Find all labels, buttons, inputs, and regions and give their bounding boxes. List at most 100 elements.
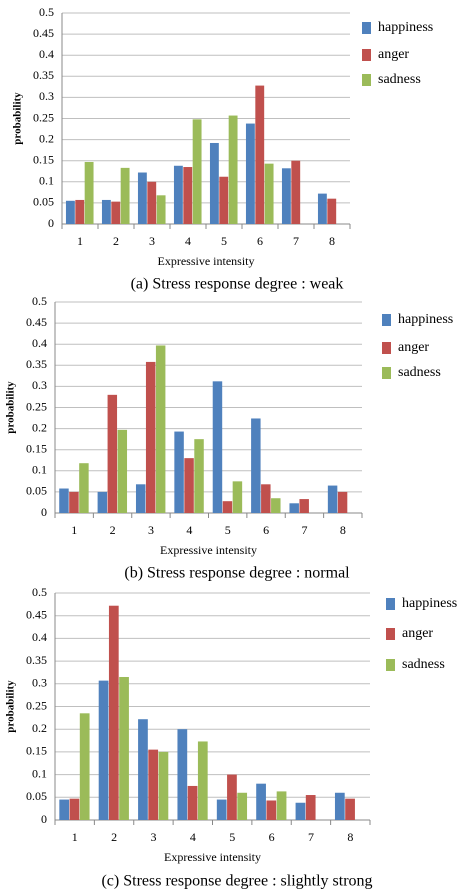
bar [327,485,338,513]
bar [299,499,309,513]
bar [264,163,274,224]
bar [219,176,229,224]
x-axis-label: Expressive intensity [164,850,261,864]
y-tick-label: 0.45 [33,26,54,40]
bar [337,491,348,513]
bar [75,199,85,224]
x-tick-label: 4 [186,523,192,537]
bar [251,418,261,513]
y-tick-label: 0.4 [32,336,47,350]
bar [117,429,128,513]
x-tick-label: 4 [190,830,196,844]
y-tick-label: 0.1 [32,463,47,477]
bar [108,605,119,820]
y-tick-label: 0.25 [26,399,47,413]
bar [65,200,75,224]
y-tick-label: 0.4 [39,47,54,61]
y-tick-label: 0.5 [32,585,47,599]
y-tick-label: 0.45 [26,607,47,621]
y-tick-label: 0 [41,505,47,519]
x-tick-label: 3 [149,234,155,248]
bar [291,160,301,224]
x-tick-label: 7 [301,523,307,537]
legend-swatch [386,628,395,640]
y-tick-label: 0.2 [32,721,47,735]
bar [184,458,194,513]
x-axis-label: Expressive intensity [160,543,257,557]
bar [120,167,130,224]
x-tick-label: 1 [72,830,78,844]
bar [79,463,89,513]
x-tick-label: 8 [347,830,353,844]
legend-label: sadness [402,657,445,672]
y-tick-label: 0.5 [32,294,47,308]
legend-label: anger [402,626,433,641]
caption: (b) Stress response degree : normal [124,565,350,582]
x-tick-label: 8 [329,234,335,248]
x-axis-label: Expressive intensity [158,254,255,268]
bar [192,119,202,224]
caption: (a) Stress response degree : weak [131,276,344,293]
bar [295,802,306,820]
bar [271,498,281,513]
bar [158,751,169,820]
legend-swatch [362,74,371,86]
bar [59,799,70,820]
bar [59,488,69,513]
bar [135,484,146,513]
legend-swatch [382,314,391,326]
bar [101,199,111,224]
legend-label: anger [378,47,409,62]
bar [237,792,248,820]
x-tick-label: 2 [110,523,116,537]
bar [212,381,223,513]
x-tick-label: 5 [221,234,227,248]
bar [327,198,337,224]
y-tick-label: 0.35 [26,653,47,667]
y-tick-label: 0 [41,812,47,826]
y-axis-label: probability [5,680,17,733]
bar [145,361,156,513]
bar [183,167,193,224]
y-axis-label: probability [5,381,17,434]
bar [97,491,108,513]
x-tick-label: 2 [111,830,117,844]
legend-swatch [382,342,391,354]
bar [317,193,327,224]
y-tick-label: 0.05 [33,195,54,209]
bar [155,345,166,513]
bar [289,503,299,513]
bar [345,798,355,820]
bar [147,181,157,224]
x-tick-label: 7 [308,830,314,844]
bar [187,785,198,820]
y-tick-label: 0.4 [32,630,47,644]
bar [228,115,238,224]
legend-label: happiness [402,596,457,611]
y-tick-label: 0.45 [26,315,47,329]
bar [256,783,266,820]
y-tick-label: 0.3 [32,676,47,690]
bar [98,680,109,820]
x-tick-label: 6 [269,830,275,844]
bar [148,749,159,820]
bar [119,676,129,820]
y-tick-label: 0.35 [33,68,54,82]
bar [194,439,204,513]
bar [281,168,291,224]
bar [137,172,147,224]
y-tick-label: 0.3 [32,378,47,392]
bar [174,431,184,513]
bar [245,123,255,224]
bar [156,195,166,224]
bar [232,481,243,513]
bar [276,791,287,820]
x-tick-label: 3 [150,830,156,844]
x-tick-label: 3 [148,523,154,537]
y-tick-label: 0.3 [39,89,54,103]
x-tick-label: 7 [293,234,299,248]
bar [69,491,79,513]
y-tick-label: 0.15 [33,152,54,166]
bar [177,729,188,820]
